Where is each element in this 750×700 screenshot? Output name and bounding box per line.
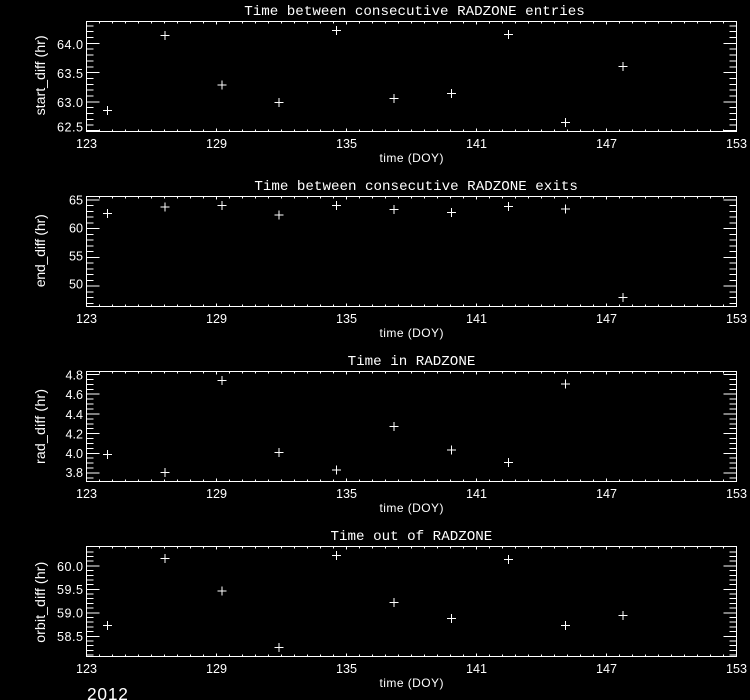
svg-text:Time between consecutive RADZO: Time between consecutive RADZONE entries xyxy=(244,4,585,20)
svg-text:147: 147 xyxy=(596,137,617,151)
svg-text:135: 135 xyxy=(336,137,357,151)
svg-text:153: 153 xyxy=(726,487,747,501)
svg-text:4.2: 4.2 xyxy=(65,428,83,442)
svg-text:153: 153 xyxy=(726,312,747,326)
svg-text:123: 123 xyxy=(76,312,97,326)
svg-text:58.5: 58.5 xyxy=(57,630,83,644)
svg-text:2012: 2012 xyxy=(87,684,129,700)
svg-text:rad_diff (hr): rad_diff (hr) xyxy=(33,389,49,464)
svg-text:start_diff (hr): start_diff (hr) xyxy=(33,35,49,115)
svg-text:Time out of RADZONE: Time out of RADZONE xyxy=(331,529,493,545)
svg-text:141: 141 xyxy=(466,312,487,326)
svg-text:59.0: 59.0 xyxy=(57,607,83,621)
svg-text:147: 147 xyxy=(596,662,617,676)
svg-text:135: 135 xyxy=(336,662,357,676)
svg-text:141: 141 xyxy=(466,487,487,501)
svg-text:Time in RADZONE: Time in RADZONE xyxy=(348,354,476,370)
svg-text:time (DOY): time (DOY) xyxy=(380,151,444,165)
svg-text:time (DOY): time (DOY) xyxy=(380,501,444,515)
svg-text:141: 141 xyxy=(466,662,487,676)
svg-text:4.8: 4.8 xyxy=(65,368,83,382)
svg-text:time (DOY): time (DOY) xyxy=(380,326,444,340)
svg-text:end_diff (hr): end_diff (hr) xyxy=(33,214,49,287)
svg-text:orbit_diff (hr): orbit_diff (hr) xyxy=(33,562,49,643)
svg-text:4.6: 4.6 xyxy=(65,388,83,402)
svg-text:62.5: 62.5 xyxy=(57,121,83,135)
svg-text:55: 55 xyxy=(69,250,83,264)
svg-text:60: 60 xyxy=(69,222,83,236)
svg-text:129: 129 xyxy=(206,662,227,676)
svg-text:153: 153 xyxy=(726,137,747,151)
svg-text:50: 50 xyxy=(69,278,83,292)
svg-text:65: 65 xyxy=(69,194,83,208)
svg-text:129: 129 xyxy=(206,312,227,326)
svg-text:59.5: 59.5 xyxy=(57,583,83,597)
svg-text:123: 123 xyxy=(76,137,97,151)
svg-text:135: 135 xyxy=(336,312,357,326)
svg-text:141: 141 xyxy=(466,137,487,151)
svg-text:3.8: 3.8 xyxy=(65,466,83,480)
svg-text:63.5: 63.5 xyxy=(57,67,83,81)
svg-text:129: 129 xyxy=(206,137,227,151)
svg-text:135: 135 xyxy=(336,487,357,501)
svg-text:Time between consecutive RADZO: Time between consecutive RADZONE exits xyxy=(254,179,578,195)
svg-text:63.0: 63.0 xyxy=(57,96,83,110)
svg-text:64.0: 64.0 xyxy=(57,38,83,52)
svg-text:123: 123 xyxy=(76,662,97,676)
svg-text:4.4: 4.4 xyxy=(65,408,83,422)
svg-text:4.0: 4.0 xyxy=(65,447,83,461)
svg-text:153: 153 xyxy=(726,662,747,676)
svg-text:123: 123 xyxy=(76,487,97,501)
svg-text:time (DOY): time (DOY) xyxy=(380,676,444,690)
svg-text:147: 147 xyxy=(596,312,617,326)
svg-text:60.0: 60.0 xyxy=(57,560,83,574)
svg-text:147: 147 xyxy=(596,487,617,501)
svg-text:129: 129 xyxy=(206,487,227,501)
